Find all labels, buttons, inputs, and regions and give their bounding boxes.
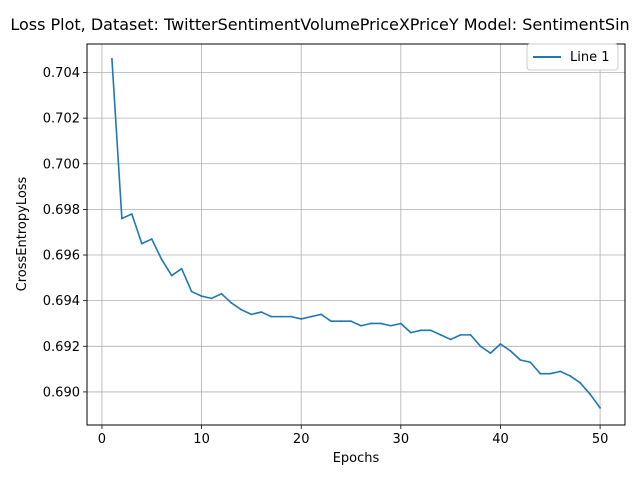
- data-point: [519, 359, 522, 361]
- data-point: [270, 315, 273, 318]
- data-point: [120, 217, 123, 220]
- data-point: [489, 352, 492, 355]
- data-point: [449, 338, 452, 341]
- data-point: [539, 372, 542, 375]
- data-point: [180, 267, 183, 270]
- data-point: [170, 274, 173, 277]
- data-point: [230, 302, 233, 304]
- legend-box: [526, 43, 619, 71]
- x-tick-label: 50: [592, 432, 609, 447]
- y-axis-label: CrossEntropyLoss: [15, 176, 30, 291]
- data-point: [529, 361, 532, 364]
- data-point: [399, 322, 402, 325]
- plot-frame: [86, 43, 626, 426]
- data-point: [459, 333, 462, 336]
- data-point: [409, 331, 412, 334]
- x-tick-label: 20: [293, 432, 310, 447]
- legend-label-line-1: Line 1: [570, 50, 610, 65]
- x-axis-label: Epochs: [333, 451, 380, 466]
- data-point: [290, 315, 293, 318]
- grid-layer: [87, 44, 625, 425]
- data-point: [340, 320, 342, 323]
- x-tick-label: 10: [193, 432, 210, 447]
- y-tick-label: 0.692: [43, 340, 80, 355]
- data-point: [250, 313, 253, 316]
- data-point: [509, 349, 512, 352]
- data-point: [380, 322, 382, 325]
- data-point: [320, 313, 323, 316]
- tick-layer: 0 10 20 30 40 50 0.690 0.692 0.694 0.696 0.698 0.70…: [43, 66, 609, 447]
- series-line-1: [111, 58, 601, 409]
- data-point: [419, 329, 422, 332]
- y-tick-label: 0.702: [43, 112, 80, 127]
- data-point: [330, 320, 332, 323]
- data-point: [569, 375, 572, 377]
- chart-title: Loss Plot, Dataset: TwitterSentimentVolu…: [10, 15, 629, 34]
- data-point: [160, 258, 163, 261]
- data-point: [260, 311, 263, 313]
- data-point: [210, 297, 213, 300]
- data-point: [360, 324, 362, 327]
- y-tick-label: 0.698: [43, 203, 80, 218]
- data-point: [240, 308, 243, 311]
- data-point: [370, 322, 372, 325]
- y-tick-label: 0.690: [43, 385, 80, 400]
- data-point: [429, 329, 432, 332]
- data-point: [579, 381, 582, 384]
- legend: Line 1: [526, 43, 619, 71]
- y-tick-label: 0.694: [43, 294, 80, 309]
- data-point: [150, 238, 153, 240]
- data-point: [599, 406, 601, 409]
- x-tick-label: 40: [492, 432, 509, 447]
- data-point: [439, 333, 442, 336]
- data-point: [200, 295, 203, 297]
- y-tick-label: 0.704: [43, 66, 80, 81]
- data-point: [350, 320, 352, 323]
- data-point: [111, 57, 113, 60]
- data-point: [280, 315, 283, 318]
- x-tick-label: 0: [98, 432, 106, 447]
- data-point: [499, 343, 502, 345]
- data-point: [130, 213, 133, 215]
- data-point: [310, 315, 313, 318]
- data-point: [220, 292, 223, 295]
- data-point: [479, 345, 482, 348]
- series-layer: [111, 57, 601, 409]
- data-point: [140, 242, 143, 245]
- data-point: [559, 370, 562, 373]
- data-point: [469, 333, 472, 336]
- x-tick-label: 30: [393, 432, 410, 447]
- data-point: [190, 290, 193, 293]
- data-point: [389, 324, 392, 327]
- data-point: [549, 372, 552, 375]
- y-tick-label: 0.700: [43, 157, 80, 172]
- y-tick-label: 0.696: [43, 249, 80, 264]
- data-point: [589, 393, 592, 396]
- data-point: [300, 318, 303, 320]
